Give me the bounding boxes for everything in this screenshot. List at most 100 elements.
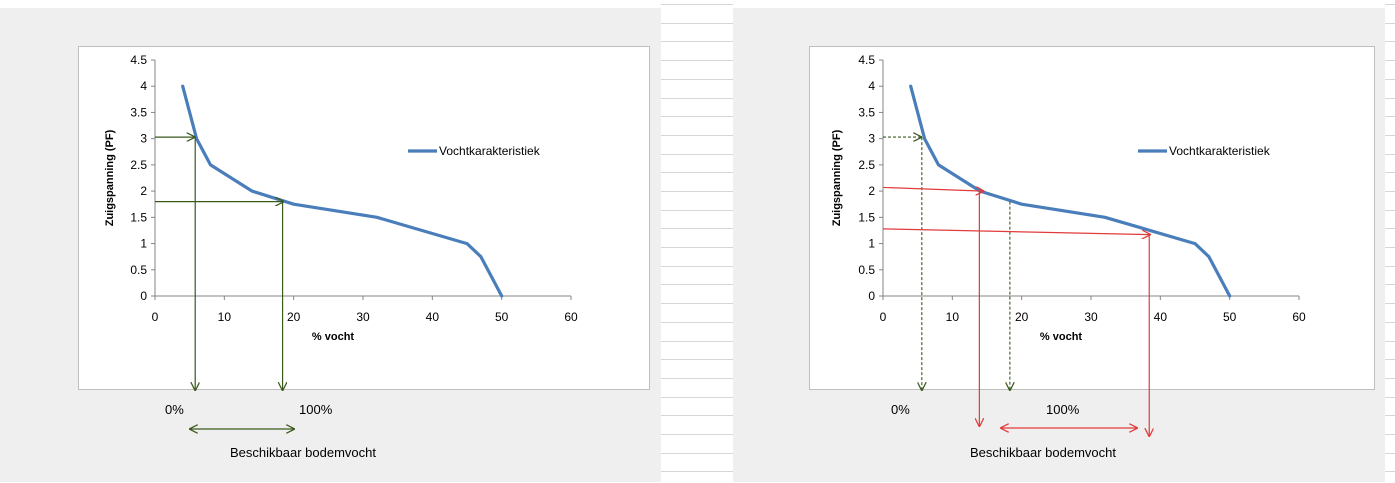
spreadsheet-gridline (661, 359, 733, 360)
spreadsheet-gridline (661, 322, 733, 323)
spreadsheet-gridline (661, 154, 733, 155)
x-tick-label: 60 (1292, 310, 1306, 324)
pf2-red-arrow (882, 187, 984, 191)
y-tick-label: 2 (868, 184, 875, 198)
spreadsheet-gridline (661, 135, 733, 136)
spreadsheet-gridline (661, 303, 733, 304)
spreadsheet-gridline (1385, 359, 1395, 360)
available-moisture-caption: Beschikbaar bodemvocht (970, 445, 1116, 460)
spreadsheet-gridline (661, 210, 733, 211)
x-tick-label: 20 (1015, 310, 1029, 324)
spreadsheet-gridline (661, 284, 733, 285)
y-tick-label: 1.5 (858, 210, 875, 224)
series-line (909, 84, 1232, 298)
x-tick-label: 0 (880, 310, 887, 324)
spreadsheet-gridline (661, 191, 733, 192)
y-tick-label: 1 (140, 237, 147, 251)
spreadsheet-gap (661, 0, 733, 483)
spreadsheet-gridline (1385, 4, 1395, 5)
spreadsheet-gridline (1385, 98, 1395, 99)
x-tick-label: 40 (426, 310, 440, 324)
available-moisture-caption: Beschikbaar bodemvocht (230, 445, 376, 460)
x-tick-label: 10 (946, 310, 960, 324)
plot-area-left (78, 46, 650, 390)
spreadsheet-gridline (1385, 228, 1395, 229)
spreadsheet-gridline (1385, 415, 1395, 416)
spreadsheet-gridline (661, 116, 733, 117)
legend-label: Vochtkarakteristiek (439, 144, 541, 158)
spreadsheet-gridline (661, 415, 733, 416)
hundred-percent-label: 100% (299, 402, 333, 417)
spreadsheet-gridline (1385, 284, 1395, 285)
chart-panel-left (0, 8, 661, 482)
y-tick-label: 2 (140, 184, 147, 198)
chart-panel-right (733, 8, 1385, 482)
spreadsheet-gridline (1385, 303, 1395, 304)
spreadsheet-gridline (661, 471, 733, 472)
spreadsheet-gridline (661, 23, 733, 24)
x-tick-label: 40 (1154, 310, 1168, 324)
spreadsheet-gridline (1385, 453, 1395, 454)
spreadsheet-gridline (661, 453, 733, 454)
y-tick-label: 0.5 (130, 263, 147, 277)
y-tick-label: 1.5 (130, 210, 147, 224)
y-tick-label: 4 (140, 79, 147, 93)
x-tick-label: 50 (1223, 310, 1237, 324)
y-tick-label: 3 (140, 132, 147, 146)
y-tick-label: 0 (140, 289, 147, 303)
y-axis-title: Zuigspanning (PF) (831, 129, 843, 226)
spreadsheet-gridline (1385, 397, 1395, 398)
spreadsheet-gridline (1385, 378, 1395, 379)
y-tick-label: 4.5 (858, 53, 875, 67)
spreadsheet-gridline (1385, 247, 1395, 248)
spreadsheet-gridline (661, 397, 733, 398)
spreadsheet-gridline (1385, 266, 1395, 267)
chart-left: 0 0.5 1 1.5 2 2.5 3 3.5 4 4.5 0 10 20 30 40 50 60 % vocht… (104, 53, 578, 460)
zero-percent-label: 0% (891, 402, 910, 417)
x-axis-title: % vocht (312, 331, 355, 343)
spreadsheet-gridline (1385, 41, 1395, 42)
spreadsheet-gridline (661, 60, 733, 61)
x-tick-label: 0 (152, 310, 159, 324)
y-tick-label: 4 (868, 79, 875, 93)
spreadsheet-gridline (661, 228, 733, 229)
spreadsheet-gridline (1385, 341, 1395, 342)
spreadsheet-gridline (1385, 154, 1395, 155)
zero-percent-label: 0% (165, 402, 184, 417)
spreadsheet-gridline (661, 266, 733, 267)
spreadsheet-gridline (661, 247, 733, 248)
spreadsheet-gridline (661, 4, 733, 5)
spreadsheet-edge (1385, 0, 1395, 483)
spreadsheet-gridline (1385, 172, 1395, 173)
x-axis-title: % vocht (1040, 331, 1083, 343)
x-tick-label: 20 (287, 310, 301, 324)
spreadsheet-gridline (1385, 322, 1395, 323)
spreadsheet-gridline (1385, 135, 1395, 136)
y-tick-label: 2.5 (858, 158, 875, 172)
y-tick-label: 4.5 (130, 53, 147, 67)
hundred-percent-label: 100% (1046, 402, 1080, 417)
spreadsheet-gridline (1385, 434, 1395, 435)
y-tick-label: 3 (868, 132, 875, 146)
y-tick-label: 0 (868, 289, 875, 303)
spreadsheet-gridline (661, 172, 733, 173)
spreadsheet-gridline (661, 79, 733, 80)
spreadsheet-gridline (1385, 79, 1395, 80)
y-tick-label: 3.5 (130, 105, 147, 119)
x-tick-label: 10 (218, 310, 232, 324)
spreadsheet-gridline (661, 434, 733, 435)
spreadsheet-gridline (661, 41, 733, 42)
x-tick-label: 50 (495, 310, 509, 324)
legend-label: Vochtkarakteristiek (1169, 144, 1271, 158)
y-axis-title: Zuigspanning (PF) (104, 129, 116, 226)
y-tick-label: 1 (868, 237, 875, 251)
pf12-red-arrow (882, 228, 1150, 235)
plot-area-right (809, 46, 1375, 390)
spreadsheet-gridline (1385, 23, 1395, 24)
spreadsheet-gridline (1385, 471, 1395, 472)
spreadsheet-gridline (661, 378, 733, 379)
chart-right: 0 0.5 1 1.5 2 2.5 3 3.5 4 4.5 0 10 20 30 40 50 60 % vocht… (831, 53, 1306, 460)
spreadsheet-gridline (661, 98, 733, 99)
spreadsheet-gridline (1385, 191, 1395, 192)
